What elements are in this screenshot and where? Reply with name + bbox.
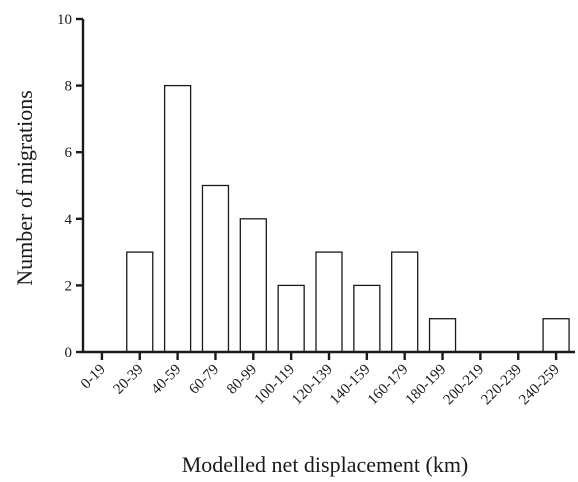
bar-180-199	[428, 318, 457, 353]
bar-140-159	[353, 284, 381, 353]
y-tick-label: 0	[65, 345, 73, 361]
x-axis-title: Modelled net displacement (km)	[182, 452, 469, 477]
bar-60-79	[201, 184, 230, 353]
y-tick-label: 6	[65, 145, 73, 161]
bar-80-99	[239, 218, 267, 353]
y-tick-label: 4	[65, 212, 73, 228]
y-axis-title: Number of migrations	[12, 90, 37, 286]
x-tick-label: 200-219	[441, 362, 488, 409]
x-tick-label: 160-179	[365, 362, 412, 409]
bar-120-139	[315, 251, 343, 353]
x-tick-label: 60-79	[186, 362, 222, 398]
x-tick-label: 20-39	[111, 362, 147, 398]
bar-160-179	[391, 251, 419, 353]
x-tick-label: 0-19	[78, 362, 109, 393]
x-tick-label: 240-259	[516, 362, 563, 409]
x-tick-label: 40-59	[148, 362, 184, 398]
x-tick-label: 120-139	[289, 362, 336, 409]
x-tick-label: 140-159	[327, 362, 374, 409]
y-ticks: 0 2 4 6 8 10	[57, 12, 83, 361]
bar-100-119	[277, 284, 305, 353]
x-tick-label: 180-199	[403, 362, 450, 409]
bar-40-59	[163, 84, 192, 353]
bar-240-259	[542, 318, 570, 353]
x-tick-label: 220-239	[478, 362, 525, 409]
y-tick-label: 8	[65, 79, 73, 95]
bar-20-39	[126, 251, 154, 353]
x-tick-label: 100-119	[252, 362, 298, 408]
y-tick-label: 2	[65, 278, 73, 294]
x-ticks: 0-19 20-39 40-59 60-79 80-99100-119120-13914…	[78, 352, 563, 408]
bars-layer	[126, 84, 570, 353]
y-tick-label: 10	[57, 12, 72, 28]
